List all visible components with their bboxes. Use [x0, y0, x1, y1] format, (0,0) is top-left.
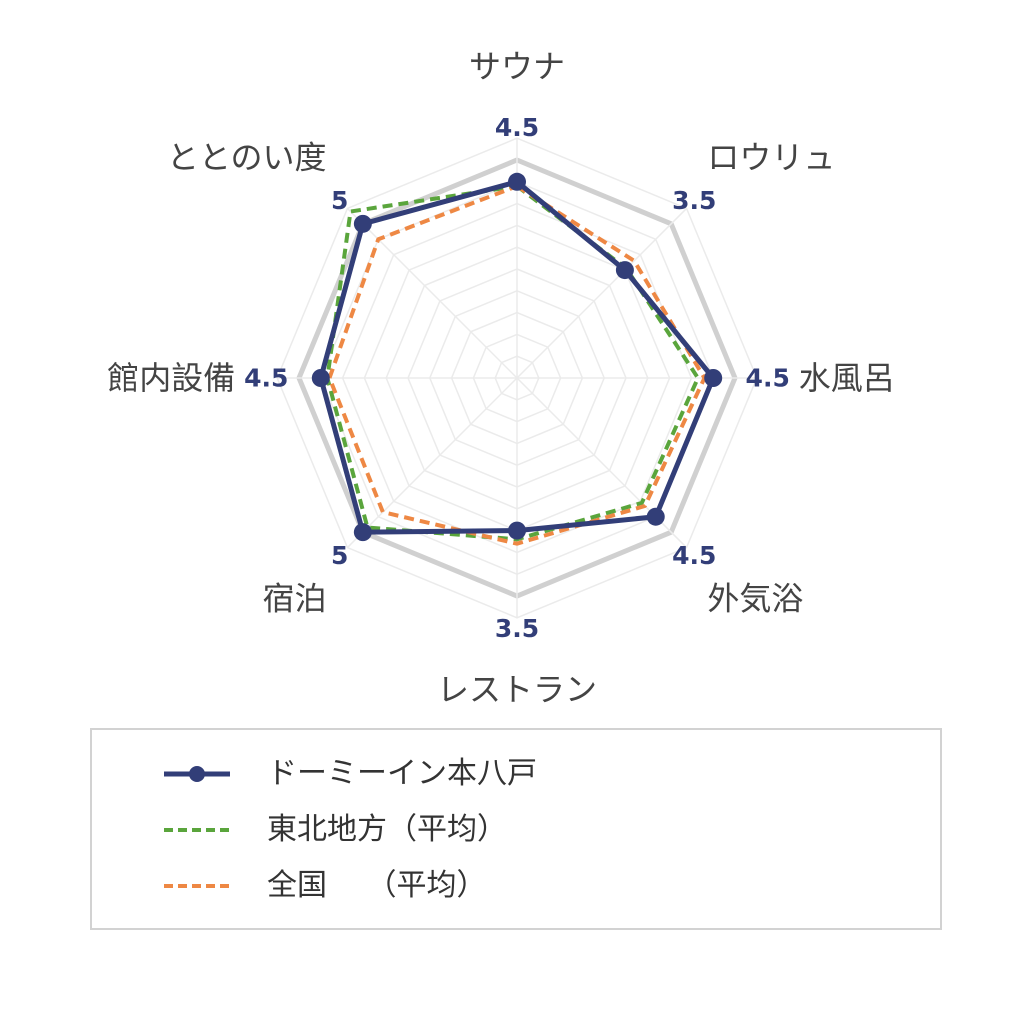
radar-spoke: [346, 377, 518, 549]
category-label: サウナ: [469, 47, 565, 85]
data-point: [508, 172, 526, 191]
value-label: 4.5: [746, 364, 790, 393]
value-label: 3.5: [495, 614, 539, 643]
value-label: 3.5: [672, 186, 716, 215]
legend-item-hotel: ドーミーイン本八戸: [92, 748, 940, 800]
value-label: 4.5: [244, 364, 288, 393]
data-point: [353, 214, 372, 233]
radar-spoke: [516, 207, 688, 379]
value-label: 4.5: [672, 541, 716, 570]
legend-swatch-orange-dashed: [164, 884, 230, 888]
data-point: [508, 521, 526, 540]
category-label: レストラン: [437, 671, 597, 709]
legend-label-hotel: ドーミーイン本八戸: [267, 756, 537, 791]
data-point: [646, 507, 665, 526]
value-label: 5: [331, 541, 348, 570]
category-label: ととのい度: [167, 139, 327, 177]
legend-swatch-solid-marker: [164, 766, 230, 782]
data-point: [615, 261, 634, 280]
legend: ドーミーイン本八戸 東北地方（平均） 全国 （平均）: [90, 728, 942, 930]
data-point: [353, 523, 372, 542]
category-label: 館内設備: [107, 359, 235, 397]
legend-item-national: 全国 （平均）: [92, 860, 940, 912]
series-line-2: [327, 184, 707, 546]
legend-label-national: 全国 （平均）: [267, 868, 487, 903]
legend-label-tohoku: 東北地方（平均）: [267, 812, 507, 847]
category-label: 水風呂: [799, 359, 895, 397]
data-point: [704, 369, 723, 387]
category-label: ロウリュ: [707, 139, 835, 177]
category-label: 宿泊: [263, 579, 327, 617]
legend-swatch-green-dashed: [164, 828, 230, 832]
legend-item-tohoku: 東北地方（平均）: [92, 804, 940, 856]
category-label: 外気浴: [707, 579, 803, 617]
data-point: [311, 369, 330, 387]
radar-spoke: [346, 207, 518, 379]
value-label: 4.5: [495, 113, 539, 142]
value-label: 5: [331, 186, 348, 215]
radar-series: [311, 172, 723, 546]
